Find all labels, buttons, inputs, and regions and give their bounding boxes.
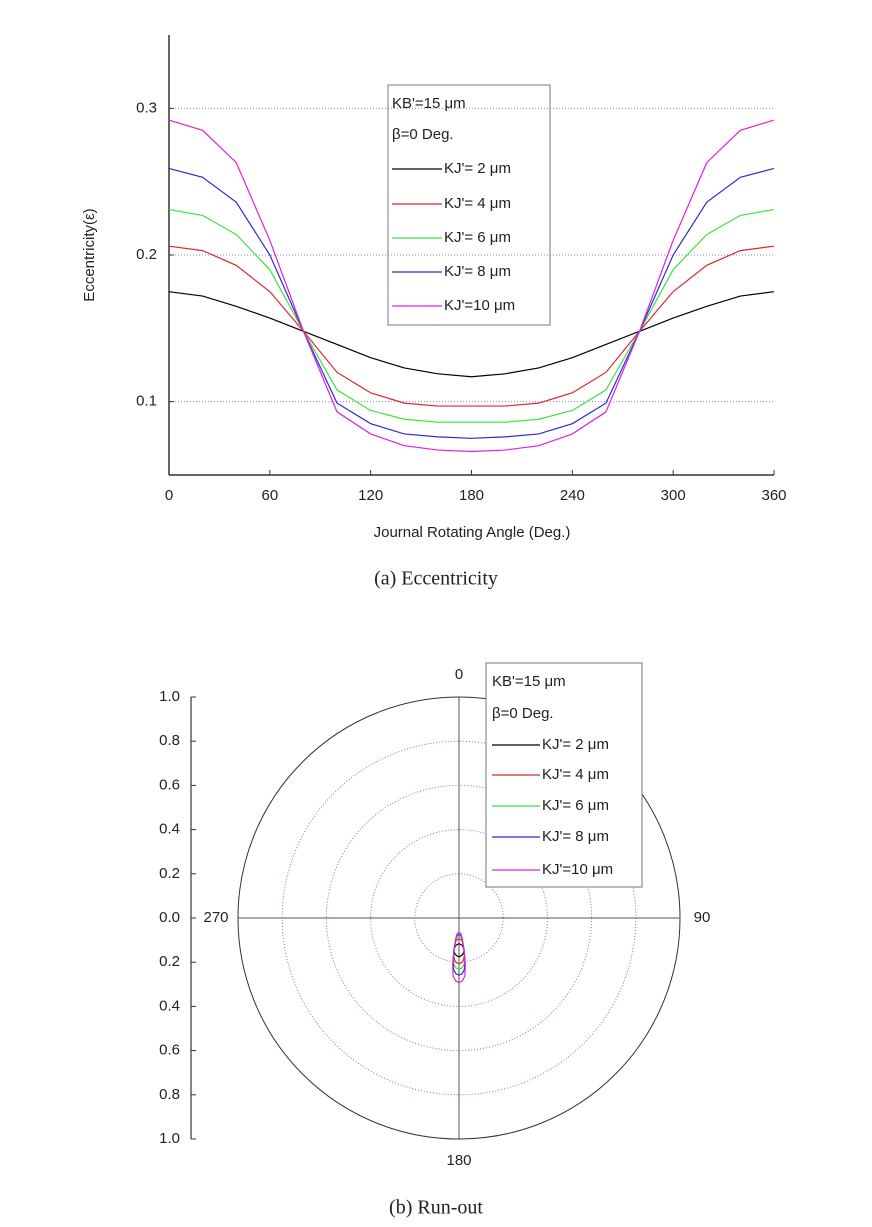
y-tick-label: 1.0	[159, 688, 180, 705]
y-tick-label: 0.8	[159, 1086, 180, 1103]
x-axis-title: Journal Rotating Angle (Deg.)	[374, 524, 571, 541]
data-line	[168, 245, 775, 407]
y-tick-label: 0.1	[136, 393, 157, 410]
y-axis-title: Eccentricity(ε)	[81, 208, 98, 301]
angle-tick-label: 0	[455, 666, 463, 683]
angle-tick-label: 90	[694, 909, 711, 926]
legend-label: KJ'= 4 μm	[444, 195, 511, 212]
legend-note: KB'=15 μm	[392, 95, 466, 112]
caption: (b) Run-out	[389, 1197, 483, 1219]
x-tick-label: 180	[459, 487, 484, 504]
data-line	[452, 931, 466, 984]
y-tick-label: 0.3	[136, 99, 157, 116]
data-line	[168, 167, 775, 439]
data-line	[168, 291, 775, 378]
y-tick-label: 0.4	[159, 821, 180, 838]
legend-box	[387, 84, 551, 326]
y-tick-label: 0.2	[159, 865, 180, 882]
legend-label: KJ'= 6 μm	[444, 229, 511, 246]
y-tick-label: 0.6	[159, 1042, 180, 1059]
y-tick-label: 1.0	[159, 1130, 180, 1147]
angle-tick-label: 270	[203, 909, 228, 926]
x-tick-label: 0	[165, 487, 173, 504]
legend-label: KJ'=10 μm	[444, 297, 515, 314]
y-tick-label: 0.6	[159, 776, 180, 793]
data-line	[168, 119, 775, 453]
legend-note: β=0 Deg.	[492, 705, 554, 722]
angle-tick-label: 180	[446, 1152, 471, 1169]
legend-label: KJ'=10 μm	[542, 861, 613, 878]
legend-note: β=0 Deg.	[392, 126, 454, 143]
y-tick-label: 0.2	[159, 953, 180, 970]
legend-label: KJ'= 4 μm	[542, 766, 609, 783]
y-tick-label: 0.2	[136, 246, 157, 263]
y-tick-label: 0.0	[159, 909, 180, 926]
x-tick-label: 60	[261, 487, 278, 504]
y-tick-label: 0.8	[159, 732, 180, 749]
x-tick-label: 120	[358, 487, 383, 504]
x-tick-label: 360	[761, 487, 786, 504]
legend-box	[485, 662, 643, 888]
legend-label: KJ'= 8 μm	[444, 263, 511, 280]
legend-label: KJ'= 6 μm	[542, 797, 609, 814]
legend-note: KB'=15 μm	[492, 673, 566, 690]
legend-label: KJ'= 2 μm	[542, 736, 609, 753]
legend-label: KJ'= 8 μm	[542, 828, 609, 845]
x-tick-label: 240	[560, 487, 585, 504]
data-line	[168, 208, 775, 423]
legend-label: KJ'= 2 μm	[444, 160, 511, 177]
caption: (a) Eccentricity	[374, 568, 498, 590]
x-tick-label: 300	[661, 487, 686, 504]
y-tick-label: 0.4	[159, 997, 180, 1014]
